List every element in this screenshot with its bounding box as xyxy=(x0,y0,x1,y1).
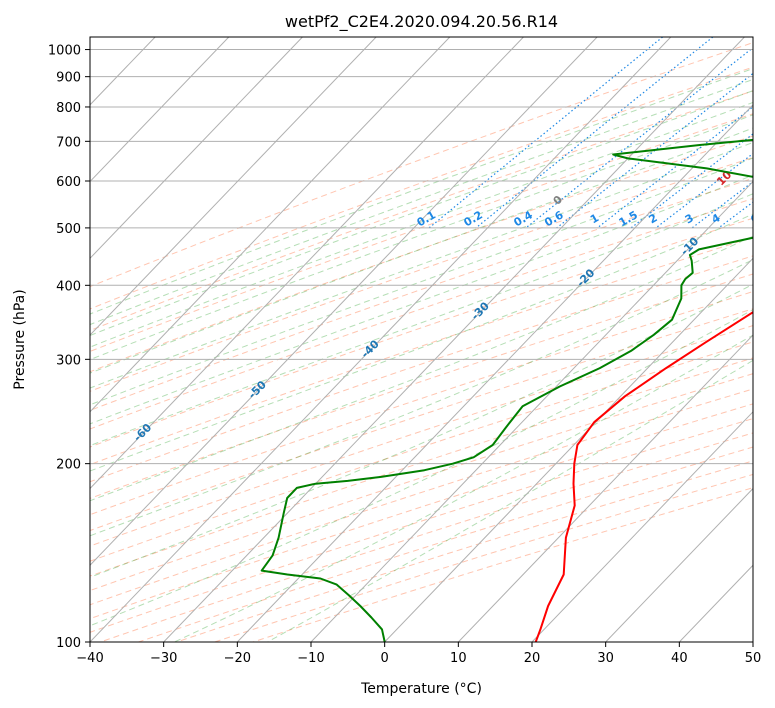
mixing-ratio-label: 4 xyxy=(709,211,722,226)
isotherm-line xyxy=(605,487,753,642)
dry-adiabat xyxy=(90,291,753,516)
y-tick-label: 1000 xyxy=(48,44,81,59)
x-tick-label: 10 xyxy=(450,651,467,666)
isotherm-line xyxy=(752,641,753,642)
mixing-ratio-line xyxy=(655,152,753,229)
isotherm-line xyxy=(531,411,753,642)
y-tick-label: 700 xyxy=(56,135,81,150)
moist-adiabat xyxy=(90,283,753,578)
dry-adiabat xyxy=(138,446,753,642)
x-tick-label: 0 xyxy=(381,651,389,666)
moist-adiabat xyxy=(90,259,753,537)
temperature-profile xyxy=(534,310,753,642)
dry-adiabat xyxy=(90,42,753,288)
mixing-ratio-line xyxy=(475,37,714,229)
mixing-ratio-line xyxy=(556,72,753,229)
isotherm-line xyxy=(90,37,451,413)
x-axis: −40 −30 −20 −10 0 10 20 30 40 50 xyxy=(76,642,761,666)
moist-adiabat xyxy=(90,68,753,315)
y-tick-label: 200 xyxy=(56,458,81,473)
moist-adiabat xyxy=(90,174,753,425)
x-tick-label: 50 xyxy=(745,651,762,666)
mixing-ratio-label: 3 xyxy=(683,211,696,226)
moist-adiabat xyxy=(90,213,753,472)
background-lines xyxy=(90,37,775,642)
mixing-ratio-line xyxy=(596,106,753,229)
dry-adiabat xyxy=(90,403,753,620)
mixing-ratio-line xyxy=(758,37,775,228)
dry-adiabat xyxy=(90,273,753,499)
dry-adiabat xyxy=(176,460,753,642)
mixing-ratio-line xyxy=(428,37,663,229)
moist-adiabat xyxy=(90,141,753,389)
y-tick-label: 600 xyxy=(56,175,81,190)
isotherm-label: -70 xyxy=(13,467,36,490)
moist-adiabat xyxy=(90,90,753,337)
profiles xyxy=(260,138,753,642)
x-tick-label: 20 xyxy=(524,651,541,666)
x-tick-label: −30 xyxy=(150,651,177,666)
dewpoint-profile xyxy=(260,138,753,642)
isotherm-line xyxy=(90,37,303,260)
moist-adiabat xyxy=(90,193,753,447)
x-tick-label: 40 xyxy=(671,651,688,666)
x-tick-label: −10 xyxy=(297,651,324,666)
isotherm-line xyxy=(457,334,753,642)
mixing-ratio-label: 0.4 xyxy=(511,208,535,229)
dry-adiabat xyxy=(90,177,753,411)
moist-adiabat xyxy=(90,235,753,502)
plot-frame xyxy=(89,36,754,643)
isotherm-line xyxy=(90,37,230,183)
mixing-ratio-label: 1 xyxy=(588,211,601,226)
dry-adiabat xyxy=(90,217,753,448)
x-axis-title: Temperature (°C) xyxy=(360,681,482,697)
x-tick-label: −40 xyxy=(76,651,103,666)
x-tick-label: −20 xyxy=(224,651,251,666)
isotherm-line xyxy=(310,180,753,642)
dry-adiabat xyxy=(90,325,753,547)
dry-adiabat xyxy=(90,418,753,633)
y-tick-label: 900 xyxy=(56,71,81,86)
mixing-ratio-label: 0.2 xyxy=(461,208,484,229)
moist-adiabat xyxy=(90,101,753,348)
moist-adiabat-label: 0 xyxy=(551,193,566,208)
dry-adiabat xyxy=(90,236,753,466)
isotherm-line xyxy=(90,37,598,566)
isotherm-line xyxy=(678,564,753,642)
y-tick-label: 400 xyxy=(56,279,81,294)
moist-adiabat xyxy=(90,78,753,326)
moist-adiabat xyxy=(174,334,753,642)
dry-adiabat xyxy=(90,90,753,332)
skewed-isotherms xyxy=(0,37,753,642)
chart-title: wetPf2_C2E4.2020.094.20.56.R14 xyxy=(285,12,558,32)
moist-adiabat xyxy=(90,114,753,361)
x-tick-label: 30 xyxy=(597,651,614,666)
isotherm-line xyxy=(163,37,745,642)
isotherm-line xyxy=(0,37,8,642)
dry-adiabat xyxy=(90,341,753,562)
y-tick-label: 500 xyxy=(56,222,81,237)
y-tick-label: 800 xyxy=(56,101,81,116)
dry-adiabat xyxy=(100,432,753,642)
isotherm-line xyxy=(90,37,524,490)
y-axis: 100 200 300 400 500 600 700 800 900 1000 xyxy=(48,44,90,651)
annotation-labels: -100-90-80-70-60-50-40-30-20-100.10.20.4… xyxy=(13,168,761,490)
y-axis-title: Pressure (hPa) xyxy=(12,289,28,389)
moist-adiabat xyxy=(90,127,753,374)
isotherm-line xyxy=(90,37,672,642)
isotherm-line xyxy=(384,257,753,642)
y-tick-label: 100 xyxy=(56,636,81,651)
dry-adiabat xyxy=(90,373,753,592)
isotherm-line xyxy=(90,37,377,336)
dry-adiabat xyxy=(90,66,753,310)
y-tick-label: 300 xyxy=(56,353,81,368)
grid-lines xyxy=(90,49,753,642)
mixing-ratio-label: 6 xyxy=(748,211,761,226)
mixing-ratio-label: 2 xyxy=(647,211,660,226)
moist-adiabat xyxy=(90,157,753,406)
isotherm-line xyxy=(236,104,753,642)
